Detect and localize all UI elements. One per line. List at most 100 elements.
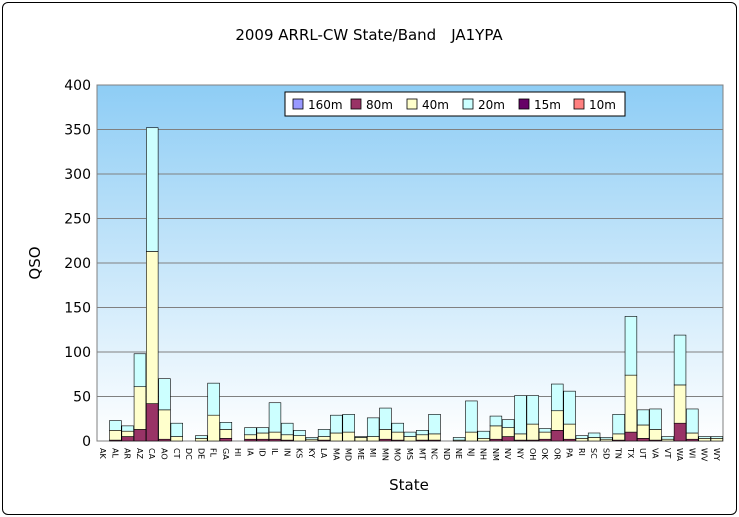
bar-segment-tx-80m bbox=[624, 431, 638, 442]
legend-label-160m: 160m bbox=[308, 98, 343, 112]
bar-segment-fl-40m bbox=[207, 414, 220, 442]
bar-segment-tn-40m bbox=[612, 433, 625, 441]
x-tick-label: MN bbox=[380, 448, 389, 461]
bar-segment-oh-40m bbox=[526, 423, 539, 441]
bar-segment-ms-20m bbox=[403, 431, 417, 437]
bar-segment-oh-20m bbox=[526, 395, 539, 425]
bar-segment-md-20m bbox=[342, 413, 355, 433]
bar-segment-or-20m bbox=[551, 383, 564, 412]
x-tick-label: WY bbox=[712, 448, 721, 461]
bar-segment-tn-20m bbox=[612, 413, 625, 435]
bar-segment-wy-40m bbox=[710, 438, 724, 442]
bar-segment-ut-20m bbox=[637, 409, 650, 426]
bar-segment-in-40m bbox=[281, 434, 294, 441]
y-tick-label: 400 bbox=[64, 78, 91, 94]
legend-label-20m: 20m bbox=[478, 98, 505, 112]
gridlines bbox=[97, 129, 723, 397]
bar-segment-mo-40m bbox=[391, 431, 404, 441]
x-tick-label: OH bbox=[528, 448, 537, 460]
x-tick-label: DE bbox=[196, 448, 205, 459]
x-tick-label: AR bbox=[123, 448, 132, 459]
bar-segment-ma-40m bbox=[330, 432, 343, 442]
x-tick-label: VA bbox=[650, 448, 659, 459]
legend-swatch-20m bbox=[462, 98, 474, 110]
x-tick-label: MS bbox=[405, 448, 414, 460]
bar-segment-al-20m bbox=[109, 420, 122, 431]
bar-segment-ia-20m bbox=[244, 427, 257, 436]
bar-segment-ne-20m bbox=[452, 437, 466, 441]
x-tick-label: MI bbox=[368, 448, 377, 457]
bar-segment-id-20m bbox=[256, 427, 269, 434]
y-tick-label: 50 bbox=[73, 390, 91, 406]
x-tick-label: UT bbox=[638, 448, 647, 459]
x-tick-label: DC bbox=[184, 448, 193, 460]
legend-label-80m: 80m bbox=[366, 98, 393, 112]
x-tick-label: NJ bbox=[466, 448, 475, 456]
bar-segment-or-40m bbox=[551, 410, 564, 431]
bar-segment-me-40m bbox=[354, 437, 368, 442]
bar-segment-vt-20m bbox=[661, 436, 674, 440]
x-tick-label: CT bbox=[172, 448, 181, 459]
bar-segment-wa-40m bbox=[673, 384, 687, 424]
x-tick-label: FL bbox=[209, 448, 218, 458]
bar-segment-nh-40m bbox=[477, 438, 490, 442]
bar-segment-fl-20m bbox=[207, 382, 220, 416]
y-tick-label: 300 bbox=[64, 167, 91, 183]
bar-segment-nh-20m bbox=[477, 430, 490, 439]
bar-segment-ks-20m bbox=[293, 430, 306, 436]
bar-segment-mo-20m bbox=[391, 422, 404, 433]
x-tick-label: AZ bbox=[135, 448, 144, 459]
x-tick-label: IL bbox=[270, 448, 279, 455]
x-tick-label: SC bbox=[589, 448, 598, 459]
bar-segment-ok-40m bbox=[538, 431, 552, 440]
bar-segment-mt-40m bbox=[416, 434, 429, 441]
bar-segment-sc-20m bbox=[587, 432, 601, 438]
y-axis-label: QSO bbox=[26, 246, 44, 279]
bar-segment-ny-40m bbox=[514, 433, 527, 441]
legend-swatch-40m bbox=[406, 98, 418, 110]
x-tick-label: WV bbox=[700, 448, 709, 462]
bar-segment-ca-40m bbox=[146, 251, 159, 404]
legend-label-15m: 15m bbox=[534, 98, 561, 112]
x-tick-label: HI bbox=[233, 448, 242, 456]
bar-segment-sc-40m bbox=[587, 437, 601, 442]
bar-segment-ca-80m bbox=[146, 403, 159, 442]
bar-segment-nc-20m bbox=[428, 413, 441, 435]
bar-segment-mn-20m bbox=[379, 407, 392, 430]
bar-segment-va-40m bbox=[649, 429, 662, 441]
bar-segment-ri-20m bbox=[575, 435, 589, 439]
y-tick-label: 0 bbox=[82, 434, 91, 450]
bar-segment-de-40m bbox=[195, 438, 208, 442]
bar-segment-wv-40m bbox=[698, 438, 711, 442]
x-tick-label: IA bbox=[245, 448, 254, 456]
y-tick-label: 250 bbox=[64, 212, 91, 228]
x-tick-label: WA bbox=[675, 448, 684, 461]
y-tick-label: 150 bbox=[64, 301, 91, 317]
bar-segment-wi-20m bbox=[686, 408, 699, 434]
bar-segment-ks-40m bbox=[293, 435, 306, 442]
x-tick-labels: AK AL AR AZ CA AO CT DC DE FL GA HI IA ID IL IN KS KY LA MA… bbox=[98, 447, 721, 462]
bar-segment-ms-40m bbox=[403, 436, 417, 442]
bar-segment-mn-40m bbox=[379, 429, 392, 440]
y-tick-label: 100 bbox=[64, 345, 91, 361]
x-tick-label: MT bbox=[417, 448, 426, 460]
x-tick-label: NM bbox=[491, 448, 500, 461]
bar-segment-wv-20m bbox=[698, 436, 711, 439]
x-tick-label: PA bbox=[565, 448, 574, 458]
x-tick-label: ME bbox=[356, 448, 365, 460]
x-tick-label: NV bbox=[503, 448, 512, 460]
bar-segment-in-20m bbox=[281, 422, 294, 436]
bar-segment-va-20m bbox=[649, 408, 662, 430]
bar-segment-ar-80m bbox=[121, 436, 134, 442]
x-tick-label: AK bbox=[98, 448, 107, 459]
bar-segment-ao-40m bbox=[158, 409, 171, 440]
bar-segment-nm-20m bbox=[489, 415, 503, 427]
x-tick-label: AL bbox=[110, 448, 119, 458]
legend-label-10m: 10m bbox=[589, 98, 616, 112]
chart-title: 2009 ARRL-CW State/Band JA1YPA bbox=[235, 26, 503, 44]
bars bbox=[109, 127, 724, 442]
bar-segment-nm-40m bbox=[489, 425, 503, 440]
x-tick-label: AO bbox=[160, 448, 169, 460]
x-tick-label: KS bbox=[295, 448, 304, 458]
